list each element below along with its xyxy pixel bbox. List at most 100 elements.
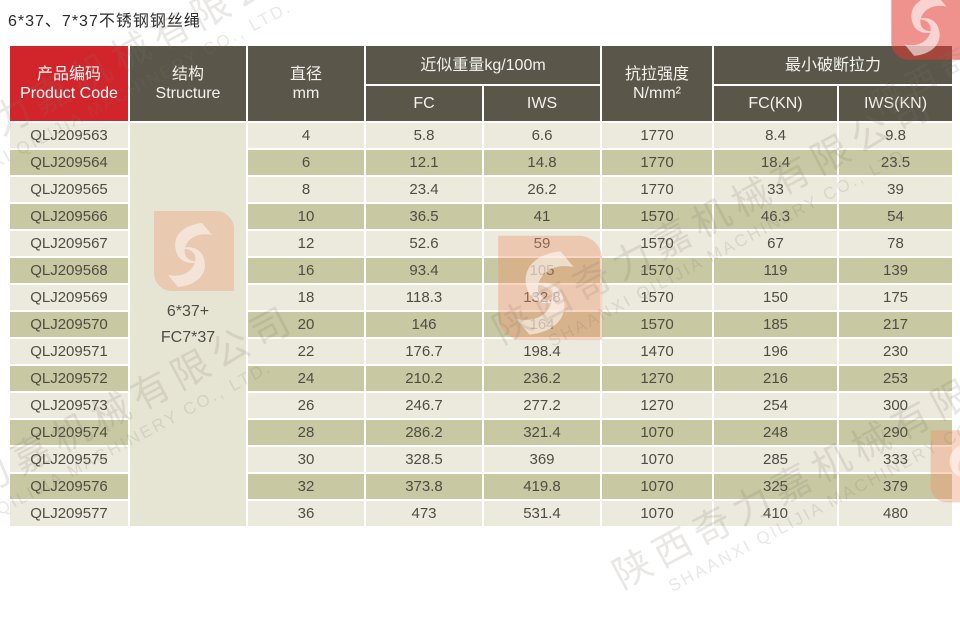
cell-breaking-iws: 300 [836,391,955,420]
table-body: QLJ209563 6*37+ FC7*37 4 5.8 6.6 1770 8.4 9.8 QL… [8,121,955,528]
cell-breaking-fc: 8.4 [712,121,839,150]
cell-tensile-strength: 1470 [600,337,714,366]
table-row: QLJ209568 16 93.4 105 1570 119 139 [8,256,955,285]
cell-product-code: QLJ209564 [8,148,130,177]
cell-breaking-iws: 139 [836,256,955,285]
cell-tensile-strength: 1770 [600,148,714,177]
cell-tensile-strength: 1770 [600,175,714,204]
header-diameter: 直径 mm [246,44,366,123]
cell-product-code: QLJ209566 [8,202,130,231]
cell-breaking-iws: 253 [836,364,955,393]
header-tensile-strength: 抗拉强度 N/mm² [600,44,714,123]
cell-weight-fc: 246.7 [364,391,484,420]
cell-breaking-fc: 216 [712,364,839,393]
cell-weight-iws: 419.8 [482,472,602,501]
cell-breaking-fc: 67 [712,229,839,258]
cell-product-code: QLJ209563 [8,121,130,150]
cell-weight-fc: 286.2 [364,418,484,447]
cell-tensile-strength: 1570 [600,283,714,312]
cell-weight-fc: 36.5 [364,202,484,231]
table-row: QLJ209576 32 373.8 419.8 1070 325 379 [8,472,955,501]
cell-diameter: 8 [246,175,366,204]
table-header: 产品编码 Product Code 结构 Structure 直径 mm 近似重… [8,44,955,123]
cell-breaking-fc: 33 [712,175,839,204]
cell-tensile-strength: 1270 [600,364,714,393]
cell-product-code: QLJ209572 [8,364,130,393]
table-row: QLJ209571 22 176.7 198.4 1470 196 230 [8,337,955,366]
cell-diameter: 16 [246,256,366,285]
table-row: QLJ209574 28 286.2 321.4 1070 248 290 [8,418,955,447]
cell-product-code: QLJ209575 [8,445,130,474]
cell-breaking-fc: 254 [712,391,839,420]
cell-weight-fc: 23.4 [364,175,484,204]
cell-diameter: 26 [246,391,366,420]
table-row: QLJ209566 10 36.5 41 1570 46.3 54 [8,202,955,231]
cell-product-code: QLJ209571 [8,337,130,366]
cell-product-code: QLJ209576 [8,472,130,501]
cell-weight-iws: 105 [482,256,602,285]
table-row: QLJ209572 24 210.2 236.2 1270 216 253 [8,364,955,393]
cell-tensile-strength: 1570 [600,310,714,339]
cell-diameter: 6 [246,148,366,177]
wire-rope-spec-table: 产品编码 Product Code 结构 Structure 直径 mm 近似重… [8,44,955,528]
cell-diameter: 22 [246,337,366,366]
cell-breaking-iws: 39 [836,175,955,204]
cell-breaking-fc: 248 [712,418,839,447]
cell-weight-fc: 210.2 [364,364,484,393]
cell-breaking-fc: 325 [712,472,839,501]
header-row-top: 产品编码 Product Code 结构 Structure 直径 mm 近似重… [8,44,955,123]
cell-breaking-iws: 480 [836,499,955,528]
cell-weight-iws: 6.6 [482,121,602,150]
header-breaking-iws: IWS(KN) [836,84,955,123]
cell-diameter: 20 [246,310,366,339]
cell-weight-fc: 146 [364,310,484,339]
cell-breaking-iws: 54 [836,202,955,231]
cell-weight-fc: 373.8 [364,472,484,501]
cell-diameter: 12 [246,229,366,258]
cell-diameter: 36 [246,499,366,528]
cell-weight-fc: 93.4 [364,256,484,285]
cell-breaking-iws: 78 [836,229,955,258]
table-row: QLJ209563 6*37+ FC7*37 4 5.8 6.6 1770 8.4 9.8 [8,121,955,528]
cell-breaking-iws: 333 [836,445,955,474]
cell-weight-iws: 198.4 [482,337,602,366]
header-product-code: 产品编码 Product Code [8,44,130,123]
cell-breaking-iws: 217 [836,310,955,339]
cell-breaking-fc: 185 [712,310,839,339]
cell-product-code: QLJ209573 [8,391,130,420]
cell-tensile-strength: 1070 [600,418,714,447]
cell-weight-iws: 41 [482,202,602,231]
table-row: QLJ209577 36 473 531.4 1070 410 480 [8,499,955,528]
cell-weight-iws: 164 [482,310,602,339]
header-weight-group: 近似重量kg/100m [364,44,602,86]
cell-weight-fc: 328.5 [364,445,484,474]
cell-weight-fc: 5.8 [364,121,484,150]
cell-tensile-strength: 1570 [600,256,714,285]
cell-weight-iws: 132.8 [482,283,602,312]
cell-diameter: 4 [246,121,366,150]
catalog-page: { "title": "6*37、7*37不锈钢钢丝绳", "colors": … [0,0,960,597]
cell-tensile-strength: 1070 [600,499,714,528]
cell-product-code: QLJ209574 [8,418,130,447]
cell-diameter: 28 [246,418,366,447]
header-breaking-fc: FC(KN) [712,84,839,123]
header-structure: 结构 Structure [128,44,248,123]
table-row: QLJ209570 20 146 164 1570 185 217 [8,310,955,339]
cell-weight-iws: 14.8 [482,148,602,177]
cell-breaking-fc: 119 [712,256,839,285]
header-weight-iws: IWS [482,84,602,123]
cell-weight-iws: 321.4 [482,418,602,447]
cell-breaking-fc: 196 [712,337,839,366]
cell-breaking-iws: 175 [836,283,955,312]
cell-tensile-strength: 1570 [600,229,714,258]
header-row-sub: FC IWS FC(KN) IWS(KN) [9,84,955,123]
cell-product-code: QLJ209568 [8,256,130,285]
cell-weight-fc: 473 [364,499,484,528]
cell-breaking-iws: 23.5 [836,148,955,177]
cell-tensile-strength: 1070 [600,445,714,474]
cell-weight-iws: 26.2 [482,175,602,204]
cell-weight-iws: 369 [482,445,602,474]
cell-product-code: QLJ209569 [8,283,130,312]
table-row: QLJ209564 6 12.1 14.8 1770 18.4 23.5 [8,148,955,177]
cell-breaking-iws: 230 [836,337,955,366]
